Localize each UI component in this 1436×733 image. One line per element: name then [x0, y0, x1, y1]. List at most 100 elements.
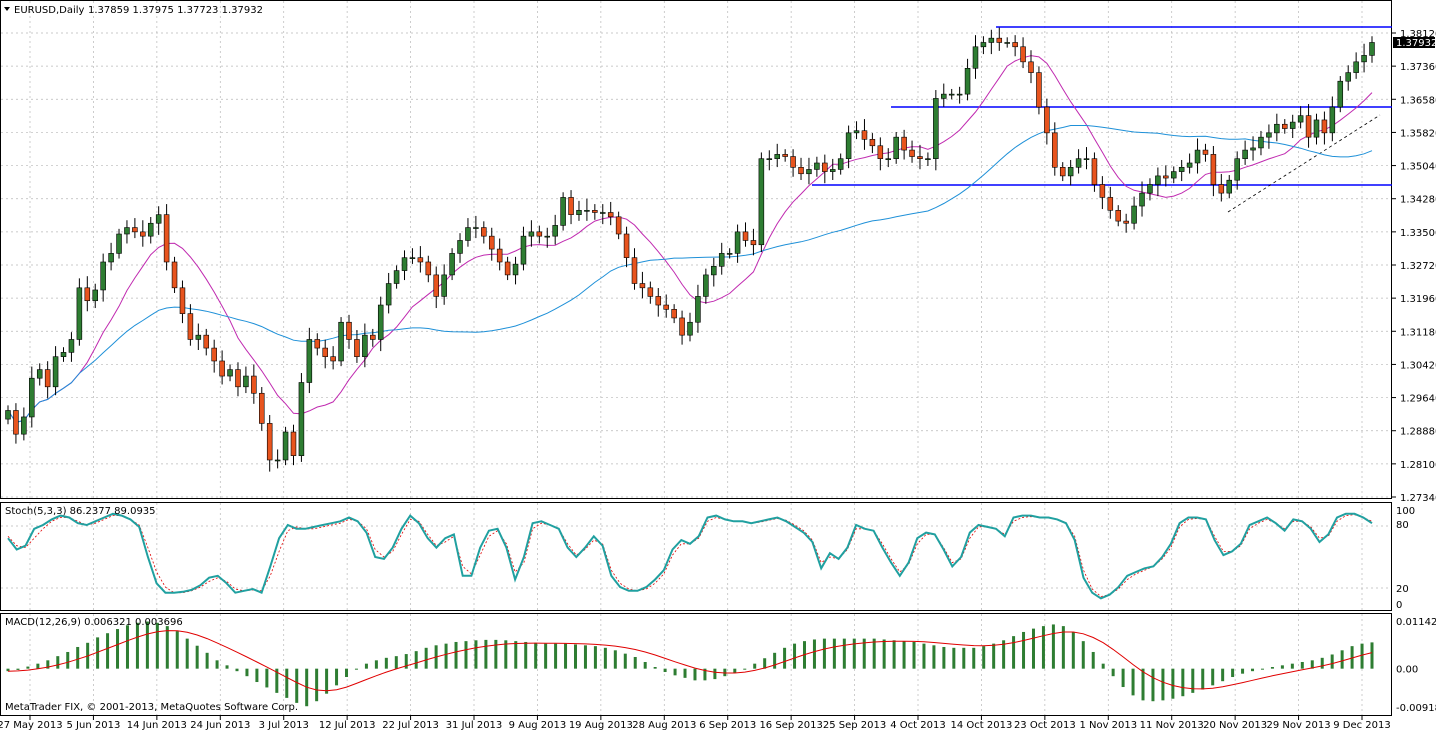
candle-body: [1123, 220, 1129, 224]
candle-body: [132, 227, 138, 233]
symbol-dropdown-icon[interactable]: [4, 7, 10, 11]
stoch-tick-label: 80: [1396, 520, 1409, 531]
macd-bar: [683, 668, 687, 678]
candle-body: [298, 382, 305, 456]
candle-body: [409, 257, 416, 259]
macd-bar: [574, 644, 578, 669]
candle-body: [1147, 184, 1153, 194]
candle-body: [560, 197, 566, 226]
macd-bar: [424, 647, 428, 669]
macd-bar: [404, 654, 408, 669]
macd-bar: [374, 660, 378, 669]
macd-bar: [872, 638, 876, 669]
macd-bar: [1201, 668, 1205, 690]
macd-bar: [733, 668, 737, 673]
price-tick-label: 1.34280: [1400, 195, 1436, 206]
candle-body: [988, 37, 995, 43]
candle-body: [1004, 42, 1010, 44]
candle-body: [1083, 158, 1090, 160]
candle-body: [1210, 154, 1217, 185]
candle-body: [679, 317, 685, 336]
macd-bar: [1360, 643, 1364, 669]
macd-bar: [793, 643, 797, 669]
macd-bar: [1181, 668, 1185, 697]
candle-body: [504, 261, 511, 276]
macd-bar: [564, 643, 568, 669]
ma-fast-line: [7, 55, 1373, 423]
current-price-label: 1.37932: [1396, 38, 1436, 49]
candle-body: [322, 347, 328, 357]
price-tick-label: 1.28100: [1400, 460, 1436, 471]
macd-bar: [1280, 665, 1284, 669]
time-tick-label: 9 Aug 2013: [509, 720, 567, 731]
candle-body: [1028, 61, 1034, 73]
current-price-badge: [1393, 37, 1435, 48]
macd-bar: [1241, 668, 1245, 674]
candle-body: [60, 352, 67, 357]
macd-bar: [76, 646, 80, 669]
candle-body: [703, 274, 709, 297]
candle-body: [663, 304, 669, 310]
candle-body: [1163, 175, 1169, 179]
macd-bar: [633, 656, 637, 669]
macd-bar: [135, 622, 139, 669]
candle-body: [362, 334, 368, 357]
candle-body: [346, 321, 352, 340]
candle-body: [457, 240, 463, 254]
candlesticks: [5, 27, 1375, 472]
macd-bar: [1330, 654, 1334, 669]
macd-bar: [335, 668, 339, 686]
candle-body: [742, 231, 749, 241]
candle-body: [1194, 149, 1201, 164]
macd-bar: [1231, 668, 1235, 678]
macd-bar: [96, 637, 100, 669]
macd-bar: [932, 645, 936, 669]
macd-bar: [1350, 646, 1354, 669]
candle-body: [655, 296, 662, 306]
candle-body: [1289, 121, 1296, 129]
candle-body: [266, 423, 273, 461]
macd-bar: [1340, 650, 1344, 669]
candle-body: [1337, 80, 1344, 108]
macd-bar: [1191, 668, 1195, 693]
candle-body: [1274, 123, 1280, 134]
candle-body: [1099, 184, 1106, 198]
candle-body: [623, 233, 630, 258]
macd-bar: [315, 668, 319, 702]
stoch-tick-label: 0: [1396, 600, 1402, 611]
candle-body: [933, 98, 939, 159]
candle-body: [481, 227, 487, 237]
candle-body: [909, 149, 915, 157]
macd-bar: [1002, 640, 1006, 669]
candle-body: [639, 283, 646, 289]
candle-body: [750, 240, 757, 246]
time-tick-label: 24 Jun 2013: [190, 720, 250, 731]
candle-body: [845, 132, 852, 159]
time-tick-label: 28 Aug 2013: [632, 720, 696, 731]
candle-body: [13, 410, 19, 435]
candle-body: [893, 136, 899, 159]
candle-body: [1297, 115, 1304, 123]
candle-body: [695, 296, 701, 323]
candle-body: [766, 158, 773, 160]
candle-body: [290, 431, 297, 456]
macd-bar: [583, 645, 587, 669]
candle-body: [377, 304, 384, 340]
candle-body: [140, 231, 146, 237]
candle-body: [853, 130, 860, 134]
candle-body: [869, 139, 876, 147]
candle-body: [433, 274, 439, 297]
candle-body: [726, 253, 733, 255]
candle-body: [512, 263, 519, 276]
candle-body: [496, 248, 503, 263]
macd-bar: [882, 639, 886, 669]
time-tick-label: 29 Nov 2013: [1267, 720, 1331, 731]
candle-body: [68, 339, 75, 353]
macd-bar: [116, 629, 120, 669]
macd-bar: [195, 645, 199, 669]
candle-body: [528, 231, 535, 237]
price-tick-label: 1.33500: [1400, 228, 1436, 239]
macd-bar: [942, 646, 946, 669]
macd-bar: [1211, 668, 1215, 686]
candle-body: [425, 261, 432, 276]
